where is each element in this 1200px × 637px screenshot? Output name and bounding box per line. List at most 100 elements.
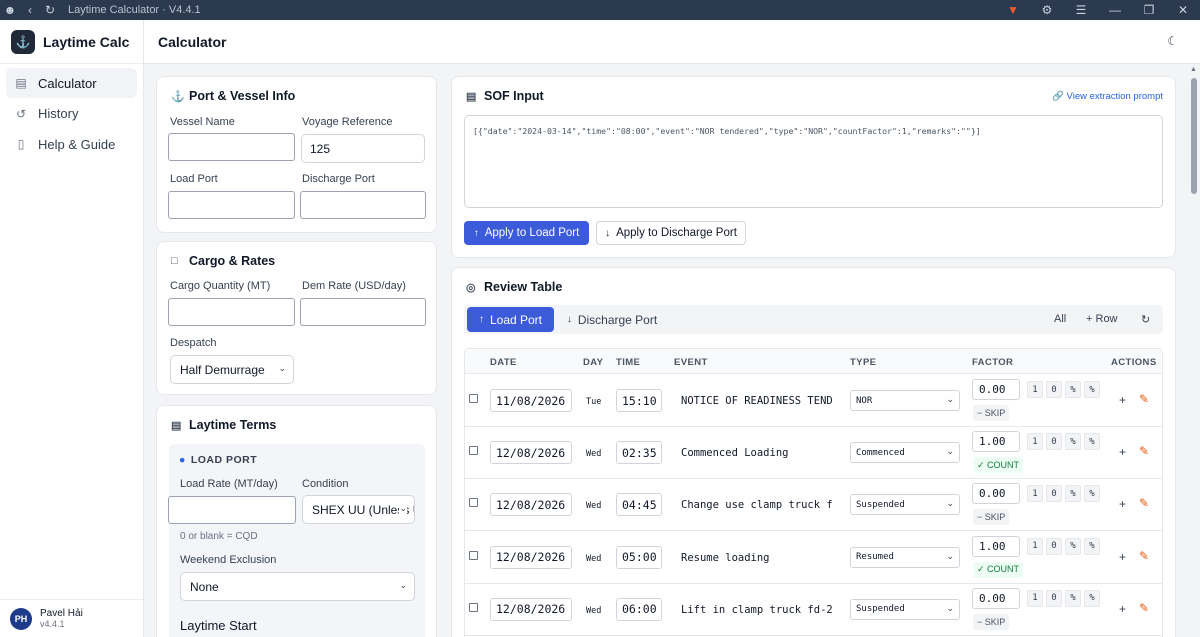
edit-pencil-icon[interactable]: ✎ <box>1139 392 1150 406</box>
type-select[interactable]: NOR ⌄ <box>850 390 960 411</box>
edit-pencil-icon[interactable]: ✎ <box>1139 496 1150 511</box>
row-checkbox[interactable] <box>469 550 478 560</box>
quick-factor-button[interactable]: 1 <box>1027 485 1043 503</box>
event-text[interactable]: Change use clamp truck for loading <box>681 499 833 512</box>
quick-factor-button[interactable]: % <box>1084 485 1100 503</box>
row-checkbox[interactable] <box>469 446 478 456</box>
quick-factor-button[interactable]: 0 <box>1046 537 1062 555</box>
profile-icon[interactable]: ☻ <box>3 3 17 17</box>
date-input[interactable]: 12/08/2026 <box>490 597 572 621</box>
quick-factor-button[interactable]: % <box>1084 537 1100 555</box>
row-checkbox[interactable] <box>469 602 478 612</box>
event-text[interactable]: NOTICE OF READINESS TENDERED <box>681 395 833 407</box>
condition-select[interactable]: SHEX UU (Unless Used) ⌄ <box>302 495 415 524</box>
quick-factor-button[interactable]: 0 <box>1046 485 1062 503</box>
count-status-badge[interactable]: − SKIP <box>973 405 1010 421</box>
quick-factor-button[interactable]: 1 <box>1027 381 1043 398</box>
vessel-name-input[interactable] <box>168 133 295 161</box>
select-all-button[interactable]: All <box>1054 313 1067 325</box>
date-input[interactable]: 12/08/2026 <box>490 441 572 465</box>
count-status-badge[interactable]: − SKIP <box>973 613 1010 630</box>
quick-factor-button[interactable]: 1 <box>1027 589 1043 607</box>
quick-factor-button[interactable]: % <box>1065 589 1081 607</box>
refresh-icon[interactable]: ↻ <box>1141 314 1151 326</box>
dem-rate-input[interactable] <box>300 298 426 326</box>
brave-shield-icon[interactable]: ▼ <box>1007 3 1019 17</box>
scrollbar-thumb[interactable] <box>1191 78 1197 194</box>
edit-pencil-icon[interactable]: ✎ <box>1139 600 1150 615</box>
quick-factor-button[interactable]: % <box>1084 589 1100 607</box>
factor-input[interactable]: 1.00 <box>972 535 1020 557</box>
page-scrollbar[interactable]: ▲ <box>1188 64 1200 637</box>
weekend-select[interactable]: None ⌄ <box>180 572 415 601</box>
menu-icon[interactable]: ☰ <box>1075 3 1087 17</box>
insert-row-icon[interactable]: + <box>1119 497 1127 512</box>
type-select[interactable]: Resumed ⌄ <box>850 546 960 568</box>
reload-icon[interactable]: ↻ <box>44 3 56 17</box>
view-extraction-prompt-link[interactable]: 🔗 View extraction prompt <box>1052 91 1163 102</box>
time-input[interactable]: 02:35 <box>616 441 662 465</box>
extensions-icon[interactable]: ⚙ <box>1041 3 1053 17</box>
insert-row-icon[interactable]: + <box>1119 445 1127 460</box>
tab-load-port[interactable]: ↑ Load Port <box>467 307 554 332</box>
type-select[interactable]: Commenced ⌄ <box>850 442 960 464</box>
apply-discharge-port-button[interactable]: ↓ Apply to Discharge Port <box>596 221 746 245</box>
despatch-select[interactable]: Half Demurrage ⌄ <box>170 355 294 384</box>
count-status-badge[interactable]: ✓ COUNT <box>973 561 1024 578</box>
discharge-port-input[interactable] <box>300 191 426 219</box>
voyage-ref-input[interactable]: 125 <box>301 134 425 163</box>
close-icon[interactable]: ✕ <box>1177 3 1189 17</box>
time-input[interactable]: 15:10 <box>616 389 662 412</box>
dark-mode-toggle-icon[interactable]: ☾ <box>1167 34 1178 48</box>
date-input[interactable]: 11/08/2026 <box>490 389 572 412</box>
row-checkbox[interactable] <box>469 394 478 403</box>
quick-factor-button[interactable]: % <box>1065 485 1081 503</box>
quick-factor-button[interactable]: % <box>1065 537 1081 555</box>
add-row-button[interactable]: + Row <box>1086 313 1118 325</box>
factor-input[interactable]: 0.00 <box>972 483 1020 505</box>
restore-icon[interactable]: ❐ <box>1143 3 1155 17</box>
factor-input[interactable]: 0.00 <box>972 587 1020 609</box>
insert-row-icon[interactable]: + <box>1119 393 1127 407</box>
sof-json-textarea[interactable]: [{"date":"2024-03-14","time":"08:00","ev… <box>464 115 1163 208</box>
event-text[interactable]: Commenced Loading <box>681 447 789 460</box>
sidebar-item-history[interactable]: ↺ History <box>6 99 137 129</box>
quick-factor-button[interactable]: 0 <box>1046 589 1062 607</box>
count-status-badge[interactable]: − SKIP <box>973 509 1010 526</box>
quick-factor-button[interactable]: % <box>1065 433 1081 451</box>
sidebar-item-calculator[interactable]: ▤ Calculator <box>6 68 137 98</box>
minimize-icon[interactable]: — <box>1109 3 1121 17</box>
row-checkbox[interactable] <box>469 498 478 508</box>
tab-discharge-port[interactable]: ↓ Discharge Port <box>562 307 662 332</box>
insert-row-icon[interactable]: + <box>1119 601 1127 616</box>
type-select[interactable]: Suspended ⌄ <box>850 494 960 516</box>
apply-load-port-button[interactable]: ↑ Apply to Load Port <box>464 221 589 245</box>
factor-input[interactable]: 1.00 <box>972 431 1020 453</box>
edit-pencil-icon[interactable]: ✎ <box>1139 548 1150 563</box>
date-input[interactable]: 12/08/2026 <box>490 493 572 517</box>
time-input[interactable]: 04:45 <box>616 493 662 517</box>
cargo-qty-input[interactable] <box>168 298 295 326</box>
quick-factor-button[interactable]: % <box>1084 433 1100 451</box>
scroll-up-icon[interactable]: ▲ <box>1190 66 1197 73</box>
quick-factor-button[interactable]: 0 <box>1046 433 1062 451</box>
event-text[interactable]: Lift in clamp truck fd-22 <box>681 603 833 616</box>
event-text[interactable]: Resume loading <box>681 551 770 564</box>
quick-factor-button[interactable]: % <box>1084 381 1100 398</box>
factor-input[interactable]: 0.00 <box>972 379 1020 400</box>
back-icon[interactable]: ‹ <box>28 3 32 17</box>
quick-factor-button[interactable]: 1 <box>1027 433 1043 451</box>
load-port-input[interactable] <box>168 191 295 219</box>
insert-row-icon[interactable]: + <box>1119 549 1127 564</box>
edit-pencil-icon[interactable]: ✎ <box>1139 444 1150 459</box>
quick-factor-button[interactable]: % <box>1065 381 1081 398</box>
quick-factor-button[interactable]: 0 <box>1046 381 1062 398</box>
type-select[interactable]: Suspended ⌄ <box>850 598 960 620</box>
quick-factor-button[interactable]: 1 <box>1027 537 1043 555</box>
date-input[interactable]: 12/08/2026 <box>490 545 572 569</box>
count-status-badge[interactable]: ✓ COUNT <box>973 457 1024 474</box>
user-profile[interactable]: PH Pavel Hải v4.4.1 <box>0 599 143 637</box>
time-input[interactable]: 05:00 <box>616 545 662 569</box>
load-rate-input[interactable] <box>168 496 296 524</box>
sidebar-item-help[interactable]: ▯ Help & Guide <box>6 129 137 159</box>
